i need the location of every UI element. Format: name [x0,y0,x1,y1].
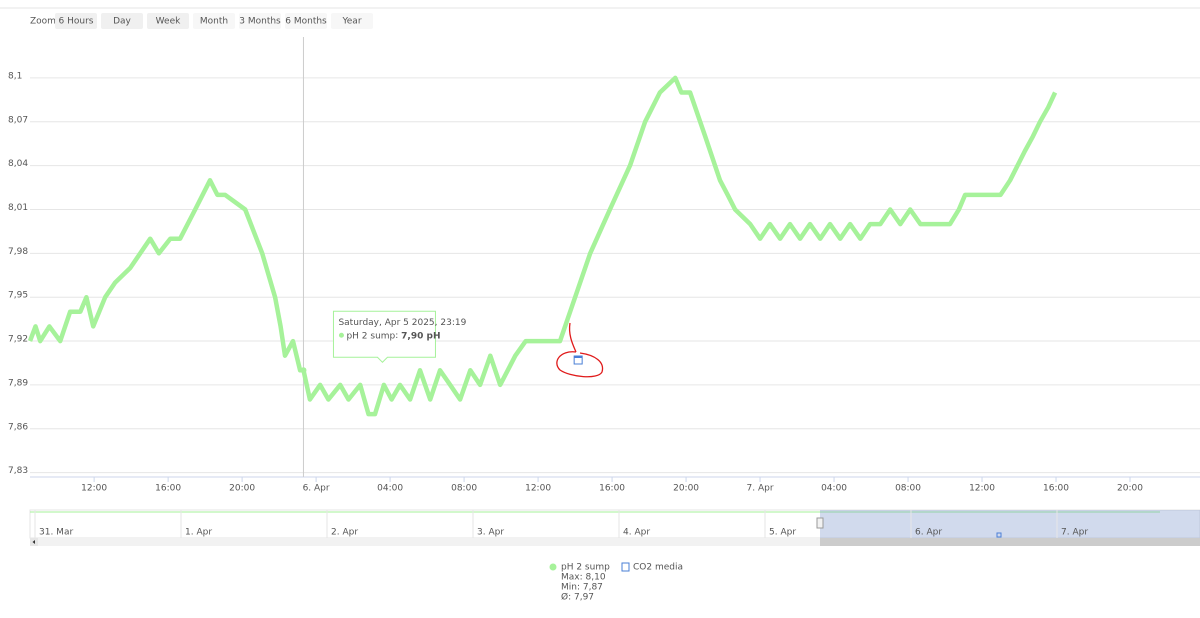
x-tick-label: 6. Apr [303,484,330,494]
x-tick-label: 16:00 [1043,484,1069,494]
legend-item[interactable]: pH 2 sump [561,563,610,573]
zoom-button-label: Month [200,17,228,27]
zoom-button-label: Week [156,17,181,27]
scrollbar-track[interactable] [30,538,1200,546]
zoom-button-label: Day [113,17,131,27]
tooltip-dot [338,332,344,338]
zoom-button-label: 3 Months [239,17,281,27]
zoom-button-label: Year [341,17,361,27]
plot: 7,83 7,86 7,89 7,92 7,95 7,98 8,01 8,04 8,07 8,1 1… [8,37,1200,494]
legend-item[interactable]: CO2 media [633,563,683,573]
zoom-label: Zoom [30,17,56,27]
y-tick-label: 8,04 [8,159,28,169]
x-tick-label: 20:00 [673,484,699,494]
x-tick-label: 16:00 [599,484,625,494]
tooltip-header: Saturday, Apr 5 2025, 23:19 [338,318,466,328]
y-tick-label: 7,98 [8,247,28,257]
tooltip-body: pH 2 sump: 7,90 pH [346,331,440,341]
zoom-button [285,13,327,29]
scrollbar-arrow [32,540,35,544]
navigator-label: 7. Apr [1061,528,1088,538]
y-tick-label: 7,92 [8,335,28,345]
x-tick-label: 04:00 [821,484,847,494]
navigator-label: 31. Mar [39,528,73,538]
legend-stat: Max: 8,10 [561,573,606,583]
tooltip-series: pH 2 sump [346,331,395,341]
x-tick-label: 08:00 [895,484,921,494]
legend-stat: Ø: 7,97 [561,592,594,603]
navigator: 31. Mar 1. Apr 2. Apr 3. Apr 4. Apr 5. Apr 6. … [29,509,1200,546]
navigator-label: 4. Apr [623,528,650,538]
x-tick-label: 12:00 [969,484,995,494]
x-tick-label: 7. Apr [747,484,774,494]
navigator-label: 2. Apr [331,528,358,538]
tooltip-value: 7,90 pH [401,331,440,341]
x-tick-label: 20:00 [229,484,255,494]
x-tick-label: 20:00 [1117,484,1143,494]
annotation-scribble [556,322,604,378]
zoom-button-label: 6 Hours [59,17,94,27]
x-tick-label: 16:00 [155,484,181,494]
navigator-label: 1. Apr [185,528,212,538]
zoom-button-label: 6 Months [285,17,327,27]
navigator-label: 5. Apr [769,528,796,538]
y-tick-label: 7,86 [8,422,28,432]
navigator-label: 3. Apr [477,528,504,538]
y-tick-label: 7,83 [8,466,28,476]
y-tick-label: 7,95 [8,291,28,301]
hover-point [300,367,307,374]
zoom-button[interactable] [101,13,143,29]
legend-flag-symbol[interactable] [621,562,630,572]
tooltip-box [332,310,436,363]
navigator-box [29,509,1200,539]
y-tick-label: 8,07 [8,115,28,125]
navigator-labels: 31. Mar 1. Apr 2. Apr 3. Apr 4. Apr 5. Apr 6. … [34,510,1088,538]
navigator-selection[interactable] [820,510,1200,538]
x-tick-label: 04:00 [377,484,403,494]
y-tick-label: 8,01 [8,203,28,213]
legend-stat: Min: 7,87 [561,583,603,593]
zoom-button[interactable] [55,13,97,29]
x-tick-label: 12:00 [81,484,107,494]
zoom-button [331,13,373,29]
y-tick-label: 8,1 [8,71,22,81]
navigator-flag [996,532,1002,538]
x-tick-label: 08:00 [451,484,477,494]
zoom-button [193,13,235,29]
zoom-bar: Zoom 6 Hours Day Week Month 3 Months 6 Months… [30,13,373,29]
navigator-label: 6. Apr [915,528,942,538]
series-line [27,75,1058,417]
navigator-handle[interactable] [816,517,824,529]
scrollbar-thumb[interactable] [820,538,1200,546]
zoom-button[interactable] [147,13,189,29]
x-tick-label: 12:00 [525,484,551,494]
y-tick-label: 7,89 [8,378,28,388]
legend-symbol[interactable] [549,563,557,571]
zoom-button [239,13,281,29]
